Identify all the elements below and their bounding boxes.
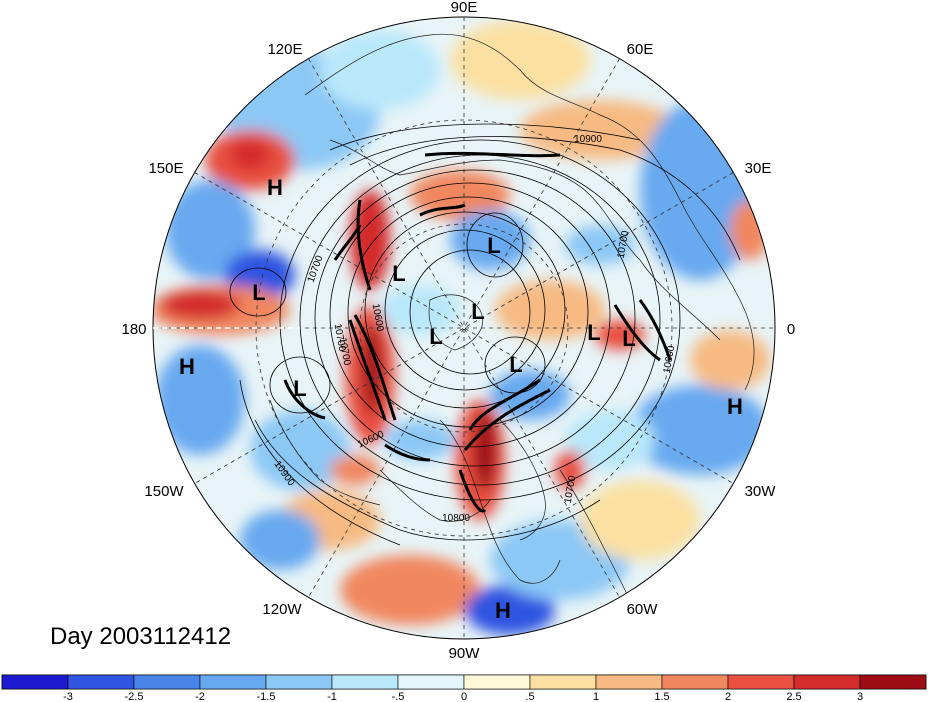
colorbar-box xyxy=(1,674,69,690)
colorbar-box xyxy=(463,674,531,690)
lon-label-30e: 30E xyxy=(745,160,772,177)
high-center-marker: H xyxy=(267,175,283,200)
colorbar-tick-label: 1.5 xyxy=(654,691,669,702)
colorbar-tick-label: 2.5 xyxy=(786,691,801,702)
colorbar-box xyxy=(595,674,663,690)
colorbar-tick-label: -2.5 xyxy=(125,691,144,702)
low-center-marker: L xyxy=(471,299,484,324)
graticule xyxy=(153,17,775,639)
lon-label-150e: 150E xyxy=(148,160,183,177)
colorbar-tick-label: .5 xyxy=(525,691,534,702)
lon-label-60w: 60W xyxy=(627,601,659,618)
colorbar-box xyxy=(265,674,333,690)
lon-label-60e: 60E xyxy=(627,41,654,58)
colorbar-box xyxy=(331,674,399,690)
low-center-marker: L xyxy=(487,233,500,258)
anomaly-shading xyxy=(153,17,775,639)
low-center-marker: L xyxy=(509,352,522,377)
lon-label-180: 180 xyxy=(121,321,146,338)
lon-label-150w: 150W xyxy=(144,483,184,500)
low-center-marker: L xyxy=(252,280,265,305)
contour-value-label: 10700 xyxy=(563,474,579,504)
colorbar-boxes xyxy=(1,674,927,690)
contour-value-label: 10800 xyxy=(442,513,470,524)
low-center-marker: L xyxy=(429,324,442,349)
colorbar-tick-label: -.5 xyxy=(392,691,405,702)
low-center-marker: L xyxy=(293,376,306,401)
low-center-marker: L xyxy=(587,320,600,345)
colorbar-box xyxy=(133,674,201,690)
contour-value-label: 10700 xyxy=(332,323,348,353)
colorbar-box xyxy=(661,674,729,690)
contour-value-label: 10700 xyxy=(616,229,632,259)
colorbar-box xyxy=(859,674,927,690)
map-title: Day 2003112412 xyxy=(50,623,231,650)
colorbar-box xyxy=(397,674,465,690)
colorbar-box xyxy=(67,674,135,690)
colorbar-labels: -3 -2.5 -2 -1.5 -1 -.5 0 .5 1 1.5 2 2.5 3 xyxy=(63,691,863,702)
colorbar-tick-label: -1 xyxy=(327,691,337,702)
lon-label-120w: 120W xyxy=(262,601,302,618)
contour-value-label: 10600 xyxy=(370,303,386,333)
low-center-marker: L xyxy=(392,261,405,286)
lon-label-90e: 90E xyxy=(451,0,478,16)
contour-value-label: 10600 xyxy=(662,344,678,374)
colorbar-tick-label: 0 xyxy=(461,691,467,702)
pressure-centers: H L H L L L L L L L L H H xyxy=(179,175,743,623)
colorbar-tick-label: 2 xyxy=(725,691,731,702)
colorbar-box xyxy=(793,674,861,690)
lon-label-120e: 120E xyxy=(267,41,302,58)
colorbar-tick-label: 1 xyxy=(593,691,599,702)
high-center-marker: H xyxy=(179,354,195,379)
colorbar-box xyxy=(529,674,597,690)
high-center-marker: H xyxy=(495,598,511,623)
height-contours xyxy=(229,123,741,546)
colorbar-tick-label: -3 xyxy=(63,691,73,702)
contour-value-label: 10700 xyxy=(337,337,353,367)
colorbar: -3 -2.5 -2 -1.5 -1 -.5 0 .5 1 1.5 2 2.5 3 xyxy=(1,674,927,702)
high-center-marker: H xyxy=(727,394,743,419)
colorbar-tick-label: -1.5 xyxy=(257,691,276,702)
longitude-labels: 90E 120E 60E 150E 30E 180 0 150W 30W 120… xyxy=(121,0,795,662)
contour-value-label: 10900 xyxy=(574,134,602,145)
colorbar-box xyxy=(199,674,267,690)
colorbar-box xyxy=(727,674,795,690)
lon-label-0: 0 xyxy=(787,321,795,338)
lon-label-30w: 30W xyxy=(745,483,777,500)
colorbar-tick-label: -2 xyxy=(195,691,205,702)
colorbar-tick-label: 3 xyxy=(857,691,863,702)
jet-contours xyxy=(283,151,672,513)
low-center-marker: L xyxy=(622,326,635,351)
lon-label-90w: 90W xyxy=(449,645,481,662)
